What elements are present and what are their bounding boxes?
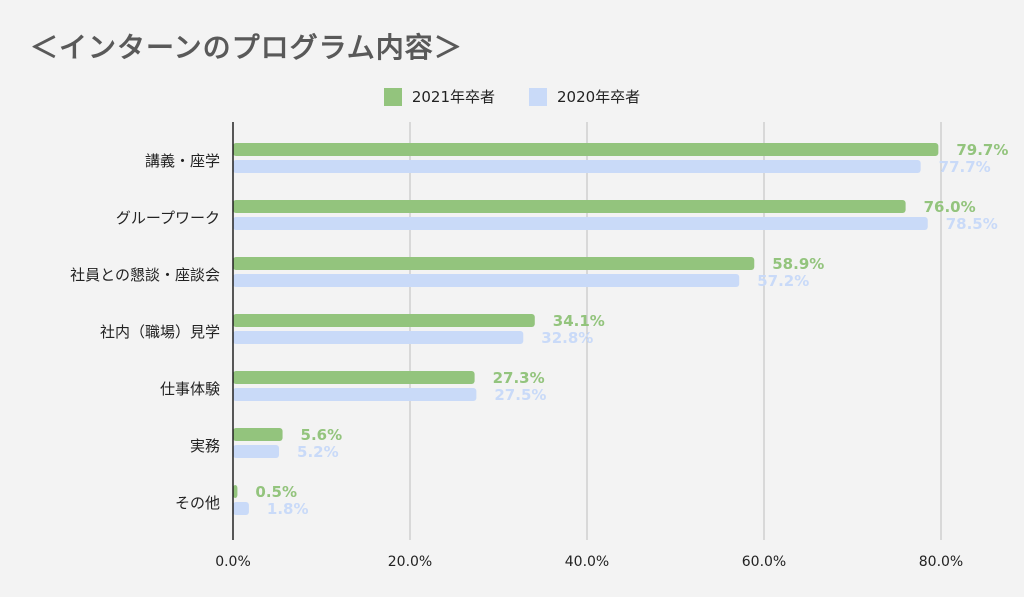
data-label: 77.7% — [939, 158, 991, 176]
bar — [233, 388, 477, 401]
data-label: 27.5% — [494, 386, 546, 404]
legend-label-2020: 2020年卒者 — [557, 88, 641, 106]
x-tick-label: 20.0% — [388, 554, 432, 570]
x-tick-label: 60.0% — [742, 554, 786, 570]
data-label: 58.9% — [772, 255, 824, 273]
bar — [233, 274, 740, 287]
legend: 2021年卒者 2020年卒者 — [0, 86, 1024, 107]
legend-item-2021: 2021年卒者 — [383, 86, 495, 107]
category-label: その他 — [175, 494, 220, 512]
data-label: 1.8% — [267, 500, 309, 518]
category-label: 実務 — [190, 437, 220, 455]
category-label: 社内（職場）見学 — [100, 323, 220, 341]
legend-item-2020: 2020年卒者 — [529, 86, 640, 107]
bar — [233, 217, 928, 230]
data-label: 5.2% — [297, 443, 339, 461]
category-label: 社員との懇談・座談会 — [70, 266, 220, 284]
data-label: 5.6% — [301, 426, 343, 444]
category-label: 講義・座学 — [145, 152, 220, 170]
data-label: 76.0% — [924, 198, 976, 216]
data-label: 34.1% — [553, 312, 605, 330]
bar — [233, 502, 249, 515]
x-tick-label: 0.0% — [215, 554, 251, 570]
bar — [233, 445, 280, 458]
data-label: 79.7% — [956, 141, 1008, 159]
bar — [233, 485, 238, 498]
bar — [233, 371, 475, 384]
legend-swatch-2020 — [529, 87, 547, 106]
x-tick-label: 80.0% — [919, 554, 963, 570]
bar — [233, 257, 755, 270]
category-label: グループワーク — [116, 209, 220, 227]
bar — [233, 143, 939, 156]
chart-title: ＜インターンのプログラム内容＞ — [30, 31, 463, 64]
bar — [233, 428, 283, 441]
x-tick-label: 40.0% — [565, 554, 609, 570]
data-label: 0.5% — [255, 483, 297, 501]
bar — [233, 200, 906, 213]
bar — [233, 314, 535, 327]
data-label: 78.5% — [946, 215, 998, 233]
data-label: 57.2% — [757, 272, 809, 290]
data-label: 32.8% — [541, 329, 593, 347]
bar — [233, 331, 524, 344]
bar — [233, 160, 921, 173]
legend-swatch-2021 — [383, 87, 402, 106]
data-label: 27.3% — [493, 369, 545, 387]
legend-label-2021: 2021年卒者 — [411, 88, 495, 106]
category-label: 仕事体験 — [160, 380, 220, 398]
